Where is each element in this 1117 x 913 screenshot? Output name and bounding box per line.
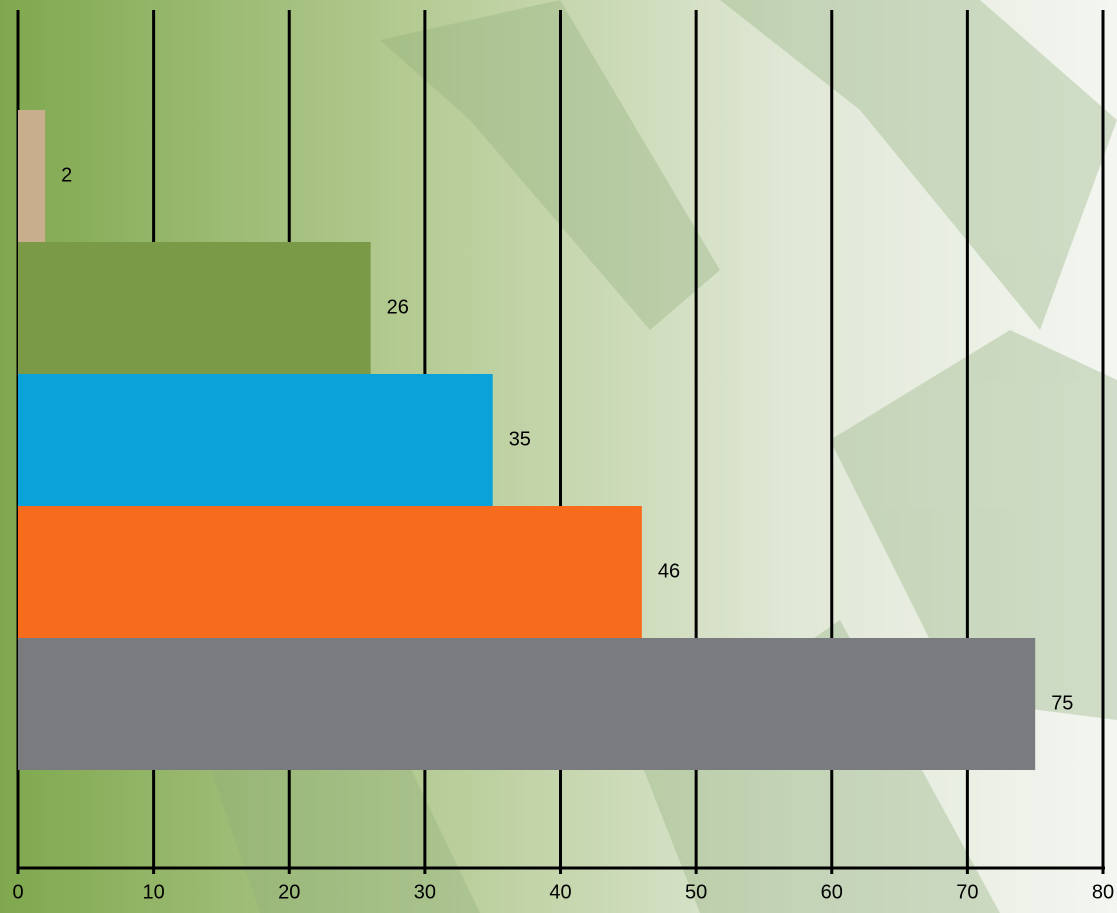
x-tick-label: 40 [549,881,571,903]
data-label: 46 [658,560,680,582]
x-tick-label: 60 [821,881,843,903]
data-label: 75 [1051,692,1073,714]
bar [18,374,493,506]
bar [18,110,46,242]
data-label: 2 [61,164,72,186]
x-tick-label: 0 [12,881,23,903]
data-label: 26 [387,296,409,318]
x-tick-label: 30 [414,881,436,903]
x-tick-label: 10 [143,881,165,903]
x-tick-label: 70 [956,881,978,903]
x-tick-label: 50 [685,881,707,903]
data-label: 35 [509,428,531,450]
bar [18,506,642,638]
bar [18,242,371,374]
x-tick-label: 80 [1092,881,1114,903]
bar [18,638,1036,770]
x-tick-label: 20 [278,881,300,903]
